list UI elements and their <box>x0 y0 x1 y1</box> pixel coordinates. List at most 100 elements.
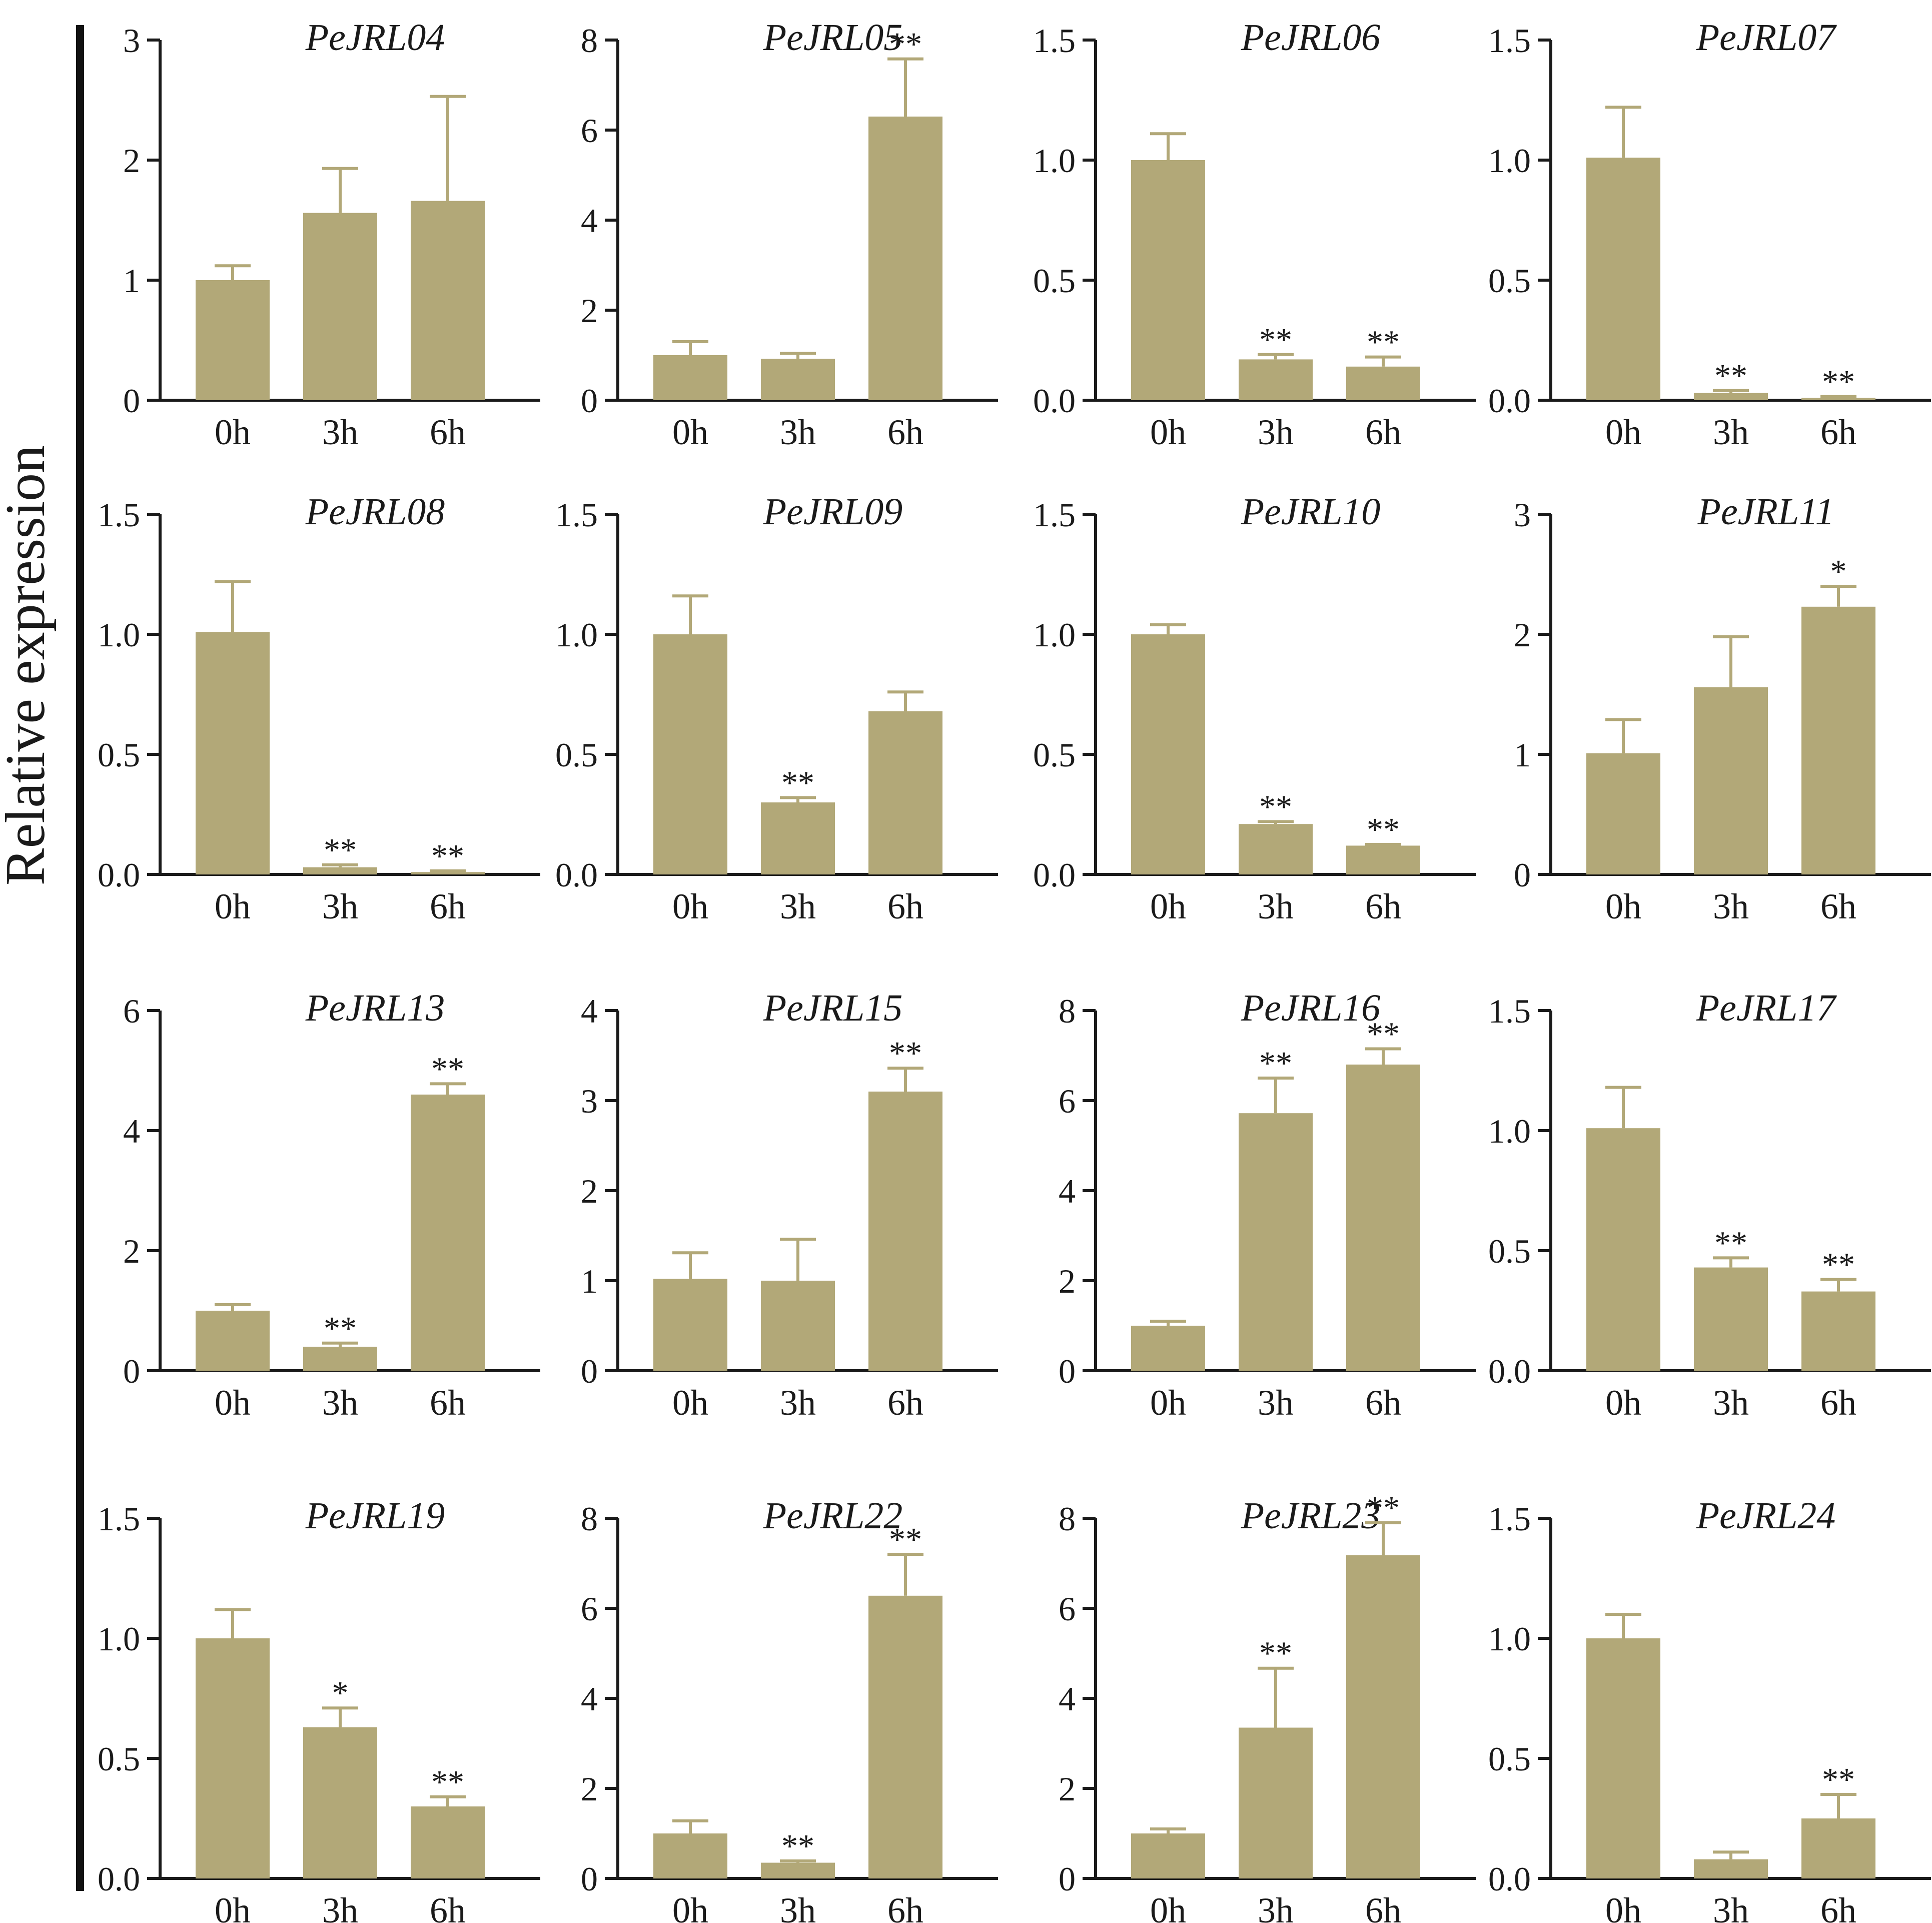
x-category-label: 3h <box>780 1383 816 1423</box>
y-tick-label: 8 <box>581 1500 598 1538</box>
x-category-label: 3h <box>1258 412 1294 452</box>
y-tick-label: 0 <box>123 1352 140 1390</box>
x-category-label: 3h <box>322 1383 358 1423</box>
significance-mark: ** <box>889 26 922 63</box>
y-tick-label: 8 <box>581 22 598 60</box>
bar-6h <box>1801 1291 1875 1371</box>
significance-mark: ** <box>1367 1016 1400 1053</box>
x-category-label: 0h <box>1150 412 1186 452</box>
y-tick-label: 0.5 <box>98 736 140 774</box>
bar-0h <box>1131 634 1205 874</box>
y-axis-label: Relative expression <box>0 445 57 885</box>
chart-title: PeJRL16 <box>1241 987 1381 1029</box>
bar-3h <box>1694 687 1768 874</box>
bar-6h <box>411 1095 485 1371</box>
x-category-label: 3h <box>322 1890 358 1923</box>
y-tick-label: 2 <box>581 292 598 330</box>
y-tick-label: 2 <box>1514 616 1531 654</box>
y-tick-label: 0.5 <box>1033 262 1076 300</box>
bar-0h <box>1131 160 1205 400</box>
x-category-label: 0h <box>1150 1383 1186 1423</box>
y-tick-label: 1.0 <box>1033 616 1076 654</box>
chart-pejrl10: 0.0 0.5 1.0 1.5 PeJRL10 0h ** 3h ** 6h <box>1033 491 1476 926</box>
significance-mark: ** <box>431 1051 464 1087</box>
x-category-label: 6h <box>1820 412 1856 452</box>
y-tick-label: 0 <box>1059 1860 1076 1898</box>
y-tick-label: 1 <box>581 1262 598 1300</box>
y-tick-label: 1.5 <box>1033 496 1076 534</box>
x-category-label: 3h <box>1713 412 1749 452</box>
chart-pejrl08: 0.0 0.5 1.0 1.5 PeJRL08 0h ** 3h ** 6h <box>98 491 540 926</box>
chart-title: PeJRL17 <box>1696 987 1837 1029</box>
x-category-label: 3h <box>1258 1383 1294 1423</box>
y-tick-label: 6 <box>1059 1082 1076 1120</box>
y-tick-label: 1.0 <box>98 1620 140 1658</box>
x-category-label: 6h <box>430 886 466 926</box>
y-tick-label: 1 <box>123 262 140 300</box>
y-tick-label: 1.0 <box>1033 142 1076 180</box>
y-tick-label: 8 <box>1059 992 1076 1030</box>
bar-3h <box>303 1727 377 1878</box>
bar-6h <box>411 201 485 400</box>
y-tick-label: 1.5 <box>98 1500 140 1538</box>
x-category-label: 0h <box>215 1890 251 1923</box>
y-tick-label: 1.5 <box>1488 992 1531 1030</box>
x-category-label: 6h <box>1820 1890 1856 1923</box>
y-tick-label: 0 <box>581 1352 598 1390</box>
bar-0h <box>196 1638 270 1878</box>
x-category-label: 0h <box>215 1383 251 1423</box>
y-tick-label: 1.0 <box>1488 1112 1531 1150</box>
y-tick-label: 0.5 <box>98 1740 140 1778</box>
y-tick-label: 4 <box>581 1680 598 1718</box>
x-category-label: 0h <box>1605 1383 1641 1423</box>
y-tick-label: 0 <box>581 382 598 420</box>
x-category-label: 3h <box>1258 886 1294 926</box>
x-category-label: 6h <box>887 886 923 926</box>
bar-0h <box>653 355 727 400</box>
significance-mark: ** <box>1714 358 1747 394</box>
significance-mark: ** <box>1714 1225 1747 1261</box>
bar-0h <box>1131 1833 1205 1878</box>
y-tick-label: 0 <box>1059 1352 1076 1390</box>
x-category-label: 0h <box>1605 1890 1641 1923</box>
x-category-label: 0h <box>672 412 708 452</box>
x-category-label: 0h <box>1605 412 1641 452</box>
chart-title: PeJRL11 <box>1697 491 1834 533</box>
bar-6h <box>1346 366 1420 400</box>
bar-0h <box>653 634 727 874</box>
y-tick-label: 0.0 <box>98 856 140 894</box>
x-category-label: 0h <box>1150 1890 1186 1923</box>
y-tick-label: 4 <box>581 202 598 240</box>
y-tick-label: 1.5 <box>98 496 140 534</box>
y-tick-label: 0.5 <box>1488 1232 1531 1270</box>
chart-pejrl23: 0 2 4 6 8 PeJRL23 0h ** 3h ** 6h <box>1059 1490 1476 1923</box>
significance-mark: ** <box>1367 811 1400 848</box>
significance-mark: ** <box>1367 1490 1400 1526</box>
y-tick-label: 1 <box>1514 736 1531 774</box>
y-tick-label: 3 <box>1514 496 1531 534</box>
significance-mark: ** <box>781 764 814 801</box>
x-category-label: 6h <box>887 412 923 452</box>
bar-6h <box>868 1092 942 1371</box>
chart-pejrl15: 0 1 2 3 4 PeJRL15 0h 3h ** 6h <box>581 987 998 1423</box>
chart-title: PeJRL19 <box>305 1495 445 1537</box>
chart-pejrl24: 0.0 0.5 1.0 1.5 PeJRL24 0h 3h ** 6h <box>1488 1495 1931 1923</box>
y-tick-label: 2 <box>1059 1262 1076 1300</box>
x-category-label: 6h <box>1365 886 1401 926</box>
bar-3h <box>761 1862 835 1878</box>
bar-0h <box>1586 753 1660 874</box>
y-tick-label: 2 <box>1059 1770 1076 1808</box>
bar-3h <box>1694 1859 1768 1878</box>
significance-mark: ** <box>889 1035 922 1072</box>
bar-3h <box>303 213 377 400</box>
bar-3h <box>761 802 835 874</box>
chart-pejrl06: 0.0 0.5 1.0 1.5 PeJRL06 0h ** 3h ** 6h <box>1033 17 1476 452</box>
bar-3h <box>303 867 377 874</box>
bar-6h <box>1801 1818 1875 1878</box>
significance-mark: ** <box>431 838 464 874</box>
x-category-label: 6h <box>887 1890 923 1923</box>
chart-title: PeJRL06 <box>1241 17 1381 59</box>
chart-title: PeJRL15 <box>763 987 903 1029</box>
chart-pejrl17: 0.0 0.5 1.0 1.5 PeJRL17 0h ** 3h ** 6h <box>1488 987 1931 1423</box>
